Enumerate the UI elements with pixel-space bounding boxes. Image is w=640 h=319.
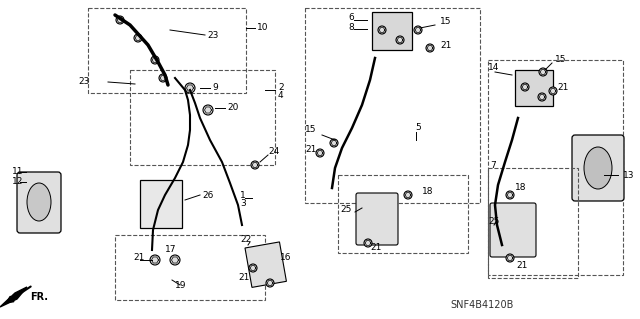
Text: 13: 13 [623, 170, 634, 180]
Text: 18: 18 [422, 188, 433, 197]
Bar [88, 8, 246, 93]
Text: 16: 16 [280, 254, 291, 263]
Text: 1: 1 [240, 190, 246, 199]
Text: 9: 9 [212, 84, 218, 93]
Text: 10: 10 [257, 24, 269, 33]
Text: FR.: FR. [30, 292, 48, 302]
FancyBboxPatch shape [17, 172, 61, 233]
Text: 21: 21 [133, 254, 145, 263]
Bar [515, 70, 553, 106]
Circle shape [378, 26, 386, 34]
Text: 15: 15 [305, 125, 317, 135]
Circle shape [506, 191, 514, 199]
Text: 7: 7 [490, 160, 496, 169]
Text: 26: 26 [202, 190, 213, 199]
Bar [140, 180, 182, 228]
Text: 21: 21 [238, 273, 250, 283]
Circle shape [538, 93, 546, 101]
Bar [372, 12, 412, 50]
Circle shape [251, 161, 259, 169]
Text: 22: 22 [240, 235, 252, 244]
FancyBboxPatch shape [356, 193, 398, 245]
Circle shape [521, 83, 529, 91]
Bar [488, 168, 578, 278]
FancyBboxPatch shape [572, 135, 624, 201]
Circle shape [151, 56, 159, 64]
Circle shape [116, 16, 124, 24]
Text: 5: 5 [415, 123, 420, 132]
Text: 20: 20 [227, 103, 238, 113]
Circle shape [134, 34, 142, 42]
Text: 25: 25 [488, 218, 499, 226]
Text: 15: 15 [555, 56, 566, 64]
Circle shape [249, 264, 257, 272]
Text: 2: 2 [278, 83, 284, 92]
Bar [488, 60, 623, 275]
Text: 12: 12 [12, 177, 24, 187]
Circle shape [159, 74, 167, 82]
Text: 8: 8 [348, 23, 354, 32]
Circle shape [150, 255, 160, 265]
Bar [305, 8, 480, 203]
Circle shape [396, 36, 404, 44]
Text: 21: 21 [440, 41, 451, 49]
Text: 21: 21 [305, 145, 316, 154]
Circle shape [170, 255, 180, 265]
Text: 21: 21 [516, 261, 527, 270]
Circle shape [426, 44, 434, 52]
Circle shape [330, 139, 338, 147]
Circle shape [414, 26, 422, 34]
Bar [338, 175, 468, 253]
Text: 23: 23 [207, 31, 218, 40]
Text: 15: 15 [440, 18, 451, 26]
Circle shape [506, 254, 514, 262]
Polygon shape [0, 287, 27, 307]
Circle shape [404, 191, 412, 199]
FancyBboxPatch shape [490, 203, 536, 257]
Text: 18: 18 [515, 183, 527, 192]
Circle shape [266, 279, 274, 287]
Text: 4: 4 [278, 92, 284, 100]
Bar [130, 70, 275, 165]
Bar [115, 235, 265, 300]
Text: 17: 17 [165, 246, 177, 255]
Circle shape [364, 239, 372, 247]
Text: 14: 14 [488, 63, 499, 72]
Circle shape [203, 105, 213, 115]
Circle shape [316, 149, 324, 157]
Text: 3: 3 [240, 199, 246, 209]
Circle shape [549, 87, 557, 95]
Ellipse shape [27, 183, 51, 221]
Circle shape [185, 83, 195, 93]
Text: 11: 11 [12, 167, 24, 176]
Text: 25: 25 [340, 205, 351, 214]
Text: SNF4B4120B: SNF4B4120B [450, 300, 513, 310]
Text: 21: 21 [557, 84, 568, 93]
Circle shape [539, 68, 547, 76]
Text: 24: 24 [268, 147, 279, 157]
Text: 19: 19 [175, 280, 186, 290]
Ellipse shape [584, 147, 612, 189]
Text: 21: 21 [370, 243, 381, 253]
Text: 23: 23 [79, 78, 90, 86]
Text: 6: 6 [348, 13, 354, 23]
Bar [245, 242, 287, 287]
